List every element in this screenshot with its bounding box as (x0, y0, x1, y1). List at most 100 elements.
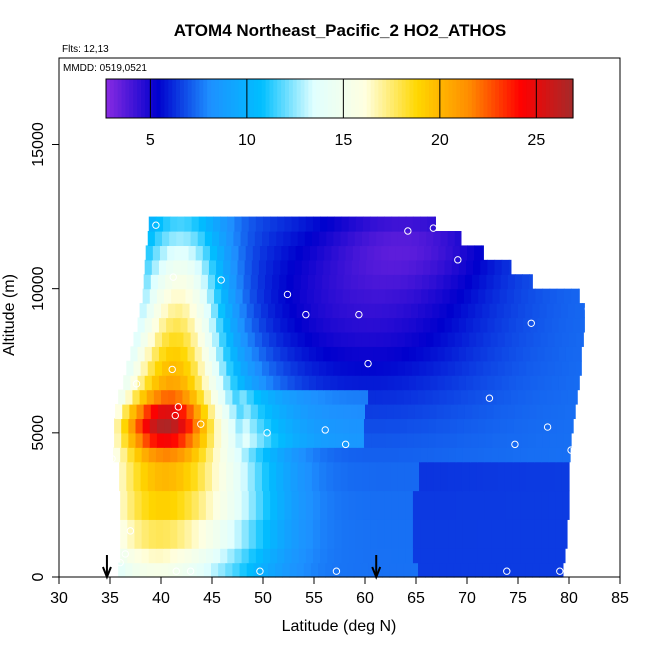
heatmap-cell (445, 245, 454, 261)
heatmap-cell (172, 404, 180, 420)
heatmap-cell (272, 274, 280, 290)
heatmap-cell (215, 404, 223, 420)
heatmap-cell (312, 216, 321, 232)
heatmap-cell (136, 404, 145, 420)
heatmap-cell (521, 418, 529, 434)
heatmap-cell (555, 447, 564, 463)
heatmap-cell (426, 360, 434, 376)
heatmap-cell (330, 317, 339, 333)
heatmap-cell (126, 360, 135, 376)
colorbar-segment (366, 79, 372, 118)
heatmap-cell (490, 360, 499, 376)
observation-marker (302, 310, 310, 319)
heatmap-cell (200, 274, 209, 290)
heatmap-cell (305, 548, 314, 564)
heatmap-cell (503, 562, 512, 578)
heatmap-cell (181, 245, 190, 261)
heatmap-cell (389, 562, 398, 578)
heatmap-cell (269, 461, 277, 492)
heatmap-cell (310, 389, 319, 405)
heatmap-cell (358, 259, 367, 275)
heatmap-cell (283, 360, 292, 376)
colorbar-segment (460, 79, 465, 118)
heatmap-cell (432, 389, 441, 405)
heatmap-cell (410, 389, 419, 405)
heatmap-cell (164, 432, 172, 448)
colorbar-segment (137, 79, 142, 118)
heatmap-cell (281, 245, 290, 261)
heatmap-cell (435, 418, 444, 434)
heatmap-cell (299, 418, 308, 434)
observation-marker (263, 429, 271, 437)
heatmap-cell (242, 418, 251, 434)
heatmap-cell (183, 461, 192, 492)
heatmap-cell (249, 432, 258, 448)
heatmap-cell (255, 548, 264, 564)
heatmap-cell (451, 346, 460, 362)
heatmap-cell (271, 432, 279, 448)
heatmap-cell (416, 375, 424, 391)
heatmap-cell (151, 375, 160, 391)
observation-marker (341, 440, 350, 449)
heatmap-cell (142, 432, 151, 448)
heatmap-cell (428, 418, 436, 434)
heatmap-cell (301, 375, 310, 391)
heatmap-cell (506, 288, 515, 304)
heatmap-cell (303, 303, 312, 319)
heatmap-cell (354, 461, 363, 492)
heatmap-cell (411, 461, 420, 492)
heatmap-cell (571, 418, 574, 434)
colorbar-segment (343, 79, 348, 118)
heatmap-cell (418, 389, 426, 405)
x-tick-label: 45 (203, 590, 221, 607)
heatmap-cell (397, 461, 406, 492)
heatmap-cell (384, 519, 393, 549)
colorbar-segment (541, 79, 547, 118)
heatmap-cell (378, 288, 386, 304)
heatmap-cell (130, 375, 139, 391)
heatmap-cell (294, 317, 303, 333)
heatmap-cell (369, 360, 377, 376)
heatmap-cell (460, 303, 469, 319)
heatmap-cell (155, 490, 164, 520)
heatmap-cell (536, 404, 545, 420)
observation-markers (108, 221, 593, 575)
heatmap-cell (316, 317, 324, 333)
heatmap-cell (494, 375, 503, 391)
heatmap-cell (268, 389, 276, 405)
heatmap-cell (362, 548, 371, 564)
heatmap-cell (434, 216, 436, 232)
heatmap-cell (264, 432, 272, 448)
heatmap-cell (373, 375, 381, 391)
colorbar-segment (211, 79, 216, 118)
colorbar-segment (393, 79, 399, 118)
heatmap-cell (183, 231, 192, 247)
heatmap-cell (179, 404, 188, 420)
heatmap-cell (298, 490, 307, 520)
heatmap-cell (215, 274, 223, 290)
heatmap-cell (196, 562, 205, 578)
heatmap-cell (426, 231, 434, 247)
heatmap-cell (348, 447, 357, 463)
heatmap-cell (554, 461, 563, 492)
heatmap-cell (239, 562, 248, 578)
colorbar-segment (355, 79, 360, 118)
heatmap-cell (483, 331, 492, 347)
colorbar: 5 10 15 20 25 (105, 78, 574, 149)
heatmap-cell (419, 231, 427, 247)
heatmap-cell (367, 245, 375, 261)
heatmap-cell (328, 432, 337, 448)
heatmap-cell (170, 519, 178, 549)
flights-text: Flts: 12,13 (62, 44, 109, 55)
heatmap-cell (144, 317, 153, 333)
heatmap-cell (219, 461, 227, 492)
heatmap-cell (345, 245, 354, 261)
heatmap-cell (458, 375, 467, 391)
heatmap-cell (234, 447, 243, 463)
heatmap-cell (382, 562, 391, 578)
heatmap-cell (446, 562, 455, 578)
heatmap-cell (162, 331, 170, 347)
heatmap-cell (357, 274, 366, 290)
heatmap-cell (426, 331, 434, 347)
colorbar-segment (164, 79, 169, 118)
